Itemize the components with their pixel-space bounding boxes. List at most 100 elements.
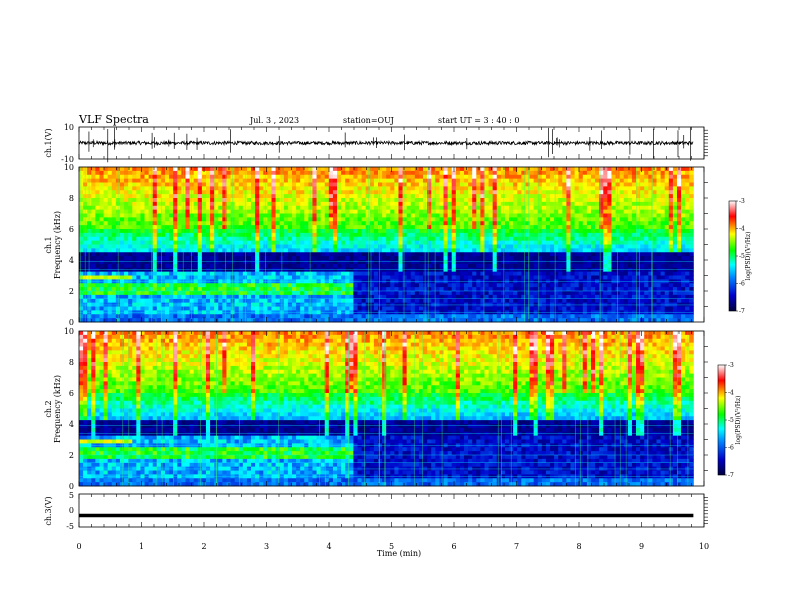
spectrogram-cell [386,252,391,256]
spectrogram-cell [190,217,195,221]
spectrogram-cell [390,186,395,190]
spectrogram-cell [337,283,342,287]
spectrogram-cell [177,217,182,221]
spectrogram-cell [300,245,305,249]
spectrogram-cell [509,229,514,233]
spectrogram-cell [165,198,170,202]
spectrogram-cell [181,233,186,237]
spectrogram-cell [571,314,576,318]
spectrogram-cell [452,210,457,214]
spectrogram-cell [218,206,223,210]
spectrogram-cell [288,283,293,287]
spectrogram-cell [308,175,313,179]
spectrogram-cell [321,183,326,187]
spectrogram-cell [243,245,248,249]
spectrogram-cell [501,171,506,175]
spectrogram-cell [145,264,150,268]
spectrogram-cell [489,260,494,264]
spectrogram-cell [317,229,322,233]
spectrogram-cell [267,260,272,264]
spectrogram-cell [333,225,338,229]
spectrogram-cell [435,256,440,260]
spectrogram-cell [288,276,293,280]
spectrogram-cell [247,217,252,221]
spectrogram-cell [530,264,535,268]
spectrogram-cell [513,206,518,210]
spectrogram-cell [489,268,494,272]
spectrogram-cell [149,217,154,221]
spectrogram-cell [427,237,432,241]
spectrogram-cell [177,190,182,194]
spectrogram-cell [239,179,244,183]
spectrogram-cell [247,190,252,194]
spectrogram-cell [349,233,354,237]
spectrogram-cell [534,260,539,264]
spectrogram-cell [153,233,158,237]
spectrogram-cell [476,214,481,218]
spectrogram-cell [452,299,457,303]
spectrogram-cell [390,179,395,183]
spectrogram-cell [382,233,387,237]
spectrogram-cell [87,307,92,311]
spectrogram-cell [194,217,199,221]
spectrogram-cell [284,314,289,318]
spectrogram-cell [517,307,522,311]
spectrogram-cell [218,229,223,233]
spectrogram-cell [153,167,158,171]
spectrogram-cell [435,206,440,210]
spectrogram-cell [505,314,510,318]
spectrogram-cell [91,210,96,214]
spectrogram-cell [177,194,182,198]
spectrogram-cell [562,210,567,214]
spectrogram-cell [124,194,129,198]
spectrogram-cell [509,225,514,229]
spectrogram-cell [284,175,289,179]
spectrogram-cell [165,206,170,210]
spectrogram-cell [378,225,383,229]
spectrogram-cell [509,268,514,272]
spectrogram-cell [304,291,309,295]
spectrogram-cell [292,314,297,318]
spectrogram-cell [358,202,363,206]
spectrogram-cell [398,248,403,252]
spectrogram-cell [79,233,84,237]
spectrogram-cell [95,183,100,187]
spectrogram-cell [382,167,387,171]
spectrogram-cell [538,276,543,280]
spectrogram-cell [517,283,522,287]
spectrogram-cell [288,314,293,318]
spectrogram-cell [272,241,277,245]
spectrogram-cell [419,276,424,280]
spectrogram-cell [530,190,535,194]
spectrogram-cell [444,291,449,295]
spectrogram-cell [386,202,391,206]
spectrogram-cell [255,291,260,295]
spectrogram-cell [218,299,223,303]
spectrogram-cell [312,229,317,233]
spectrogram-cell [284,190,289,194]
spectrogram-cell [476,248,481,252]
spectrogram-cell [398,217,403,221]
spectrogram-cell [530,248,535,252]
spectrogram-cell [509,299,514,303]
spectrogram-cell [173,276,178,280]
spectrogram-cell [181,237,186,241]
spectrogram-cell [95,175,100,179]
spectrogram-cell [149,194,154,198]
spectrogram-cell [517,198,522,202]
spectrogram-cell [325,214,330,218]
spectrogram-cell [173,186,178,190]
spectrogram-cell [255,225,260,229]
spectrogram-cell [525,256,530,260]
spectrogram-cell [345,225,350,229]
spectrogram-cell [128,221,133,225]
spectrogram-cell [394,264,399,268]
spectrogram-cell [79,260,84,264]
spectrogram-cell [415,245,420,249]
spectrogram-cell [497,314,502,318]
spectrogram-cell [169,248,174,252]
spectrogram-cell [222,171,227,175]
spectrogram-cell [296,190,301,194]
spectrogram-cell [448,233,453,237]
